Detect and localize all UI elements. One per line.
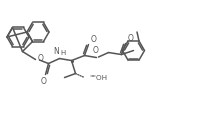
Text: O: O	[93, 46, 98, 55]
Text: H: H	[60, 50, 66, 56]
Text: ""OH: ""OH	[89, 74, 108, 80]
Text: O: O	[41, 76, 46, 86]
Text: O: O	[38, 54, 43, 63]
Text: N: N	[53, 46, 59, 56]
Text: O: O	[127, 34, 133, 42]
Text: O: O	[91, 34, 96, 43]
